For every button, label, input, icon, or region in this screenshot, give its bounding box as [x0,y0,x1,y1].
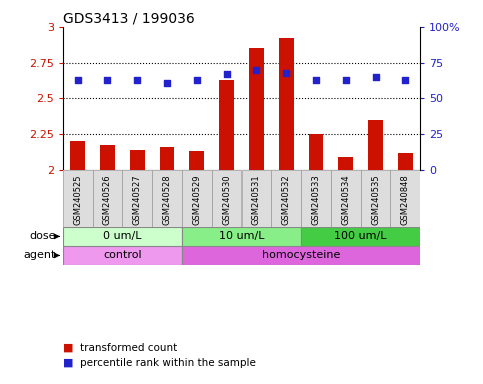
Text: 100 um/L: 100 um/L [334,232,387,242]
Text: GSM240528: GSM240528 [163,174,171,225]
Point [223,71,230,77]
Bar [331,170,361,227]
Text: GSM240531: GSM240531 [252,174,261,225]
Bar [63,170,93,227]
Bar [398,152,413,170]
Bar [70,141,85,170]
Bar [242,170,271,227]
Bar [63,246,182,265]
Text: ■: ■ [63,343,73,353]
Text: GSM240527: GSM240527 [133,174,142,225]
Text: transformed count: transformed count [80,343,177,353]
Text: GSM240526: GSM240526 [103,174,112,225]
Point [163,79,171,86]
Point [253,67,260,73]
Text: GSM240530: GSM240530 [222,174,231,225]
Text: ■: ■ [63,358,73,368]
Text: GSM240533: GSM240533 [312,174,320,225]
Bar [182,246,420,265]
Point [104,77,112,83]
Text: 0 um/L: 0 um/L [103,232,142,242]
Bar [338,157,353,170]
Point [133,77,141,83]
Bar [182,170,212,227]
Bar [63,227,182,246]
Bar [93,170,122,227]
Point [372,74,380,80]
Bar [309,134,324,170]
Text: GSM240525: GSM240525 [73,174,82,225]
Text: percentile rank within the sample: percentile rank within the sample [80,358,256,368]
Point [74,77,82,83]
Bar [301,170,331,227]
Bar [212,170,242,227]
Text: GSM240848: GSM240848 [401,174,410,225]
Bar [249,48,264,170]
Bar [361,170,390,227]
Bar [271,170,301,227]
Text: GSM240529: GSM240529 [192,174,201,225]
Text: GSM240534: GSM240534 [341,174,350,225]
Bar [182,227,301,246]
Text: 10 um/L: 10 um/L [219,232,264,242]
Bar [130,150,145,170]
Bar [189,151,204,170]
Point [282,70,290,76]
Point [342,77,350,83]
Bar [368,120,383,170]
Bar [152,170,182,227]
Point [401,77,409,83]
Bar [279,38,294,170]
Bar [219,80,234,170]
Text: GDS3413 / 199036: GDS3413 / 199036 [63,12,195,26]
Point [193,77,201,83]
Text: control: control [103,250,142,260]
Text: homocysteine: homocysteine [262,250,340,260]
Text: GSM240535: GSM240535 [371,174,380,225]
Point [312,77,320,83]
Bar [390,170,420,227]
Bar [301,227,420,246]
Bar [122,170,152,227]
Text: dose: dose [29,232,56,242]
Bar [100,146,115,170]
Text: GSM240532: GSM240532 [282,174,291,225]
Bar [159,147,174,170]
Text: agent: agent [23,250,56,260]
